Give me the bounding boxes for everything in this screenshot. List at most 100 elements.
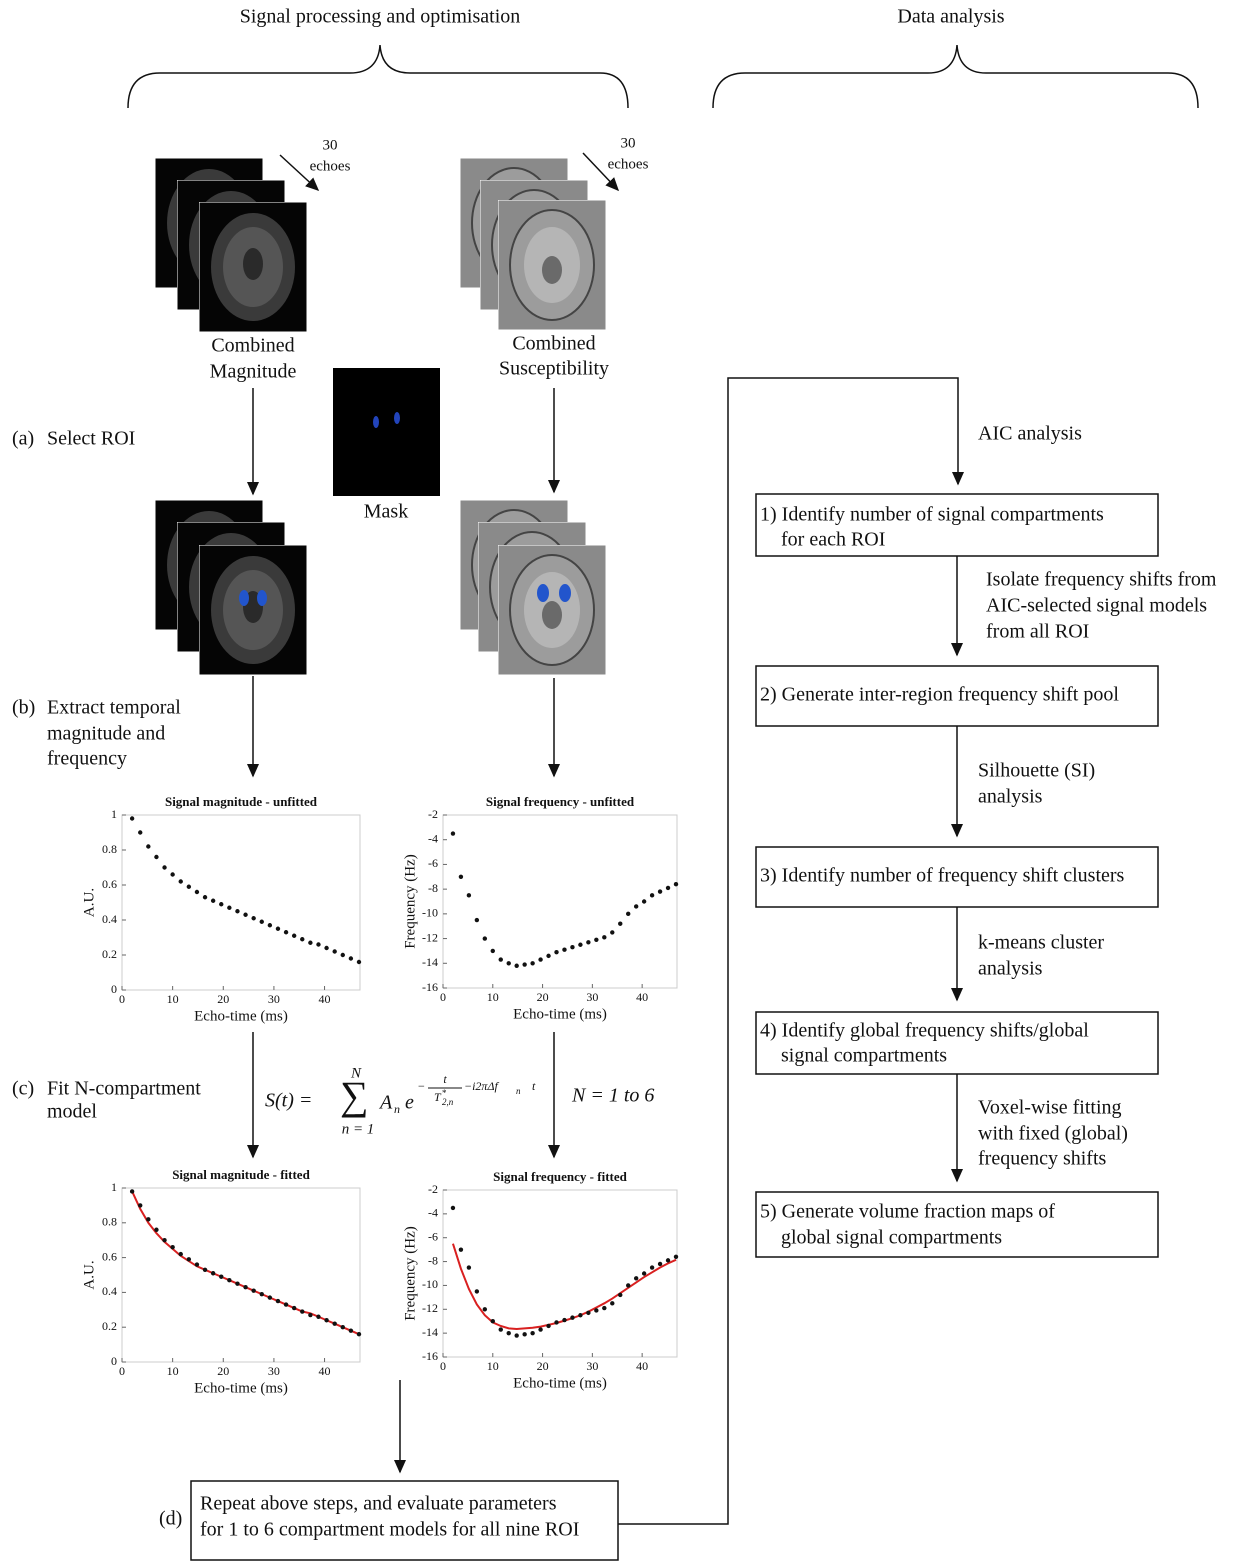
headers: Signal processing and optimisation Data … (128, 6, 1198, 108)
data-point (235, 1282, 239, 1286)
x-tick-label: 40 (319, 992, 331, 1006)
eq-end: t (532, 1079, 536, 1093)
data-point (610, 1301, 614, 1305)
image-label: Combined (512, 333, 595, 355)
x-tick-label: 30 (586, 1359, 598, 1373)
header: Signal processing and optimisation (240, 6, 521, 28)
data-point (195, 890, 199, 894)
eq-den-sub: 2,n (442, 1097, 454, 1107)
y-tick-label: -16 (422, 1349, 438, 1363)
y-tick-label: -12 (422, 930, 438, 944)
data-point (332, 949, 336, 953)
data-point (300, 1309, 304, 1313)
data-point (219, 902, 223, 906)
data-point (138, 830, 142, 834)
y-tick-label: -12 (422, 1301, 438, 1315)
arrow-label: AIC-selected signal models (986, 595, 1207, 617)
data-point (570, 1315, 574, 1319)
arrow-label: from all ROI (986, 621, 1089, 643)
equation: S(t) = ∑ N n = 1 A n e − t T * 2,n −i2πΔ… (265, 1065, 654, 1137)
data-point (268, 923, 272, 927)
data-point (562, 1318, 566, 1322)
data-point (195, 1262, 199, 1266)
data-point (483, 936, 487, 940)
plot-frame (443, 815, 677, 988)
data-point (341, 1325, 345, 1329)
y-tick-label: -14 (422, 1325, 438, 1339)
data-point (475, 918, 479, 922)
data-point (211, 1271, 215, 1275)
y-tick-label: -14 (422, 955, 438, 969)
data-point (626, 912, 630, 916)
arrow-label: k-means cluster (978, 932, 1104, 954)
image-label: Magnitude (210, 361, 297, 383)
data-point (538, 1327, 542, 1331)
data-point (483, 1307, 487, 1311)
step-letter: (b) (12, 697, 35, 719)
data-point (284, 930, 288, 934)
plot: Signal frequency - unfitted Echo-time (ms… (402, 794, 678, 1022)
image-label: Susceptibility (499, 358, 609, 380)
y-tick-label: 0.8 (102, 1215, 117, 1229)
y-tick-label: -4 (428, 1206, 438, 1220)
data-point (650, 1265, 654, 1269)
box-text: signal compartments (781, 1045, 947, 1067)
data-point (251, 916, 255, 920)
y-tick-label: -2 (428, 1182, 438, 1196)
data-point (499, 957, 503, 961)
data-point (459, 1247, 463, 1251)
x-tick-label: 40 (636, 990, 648, 1004)
box-text: 5) Generate volume fraction maps of (760, 1201, 1055, 1223)
data-point (475, 1289, 479, 1293)
eq-sign: − (418, 1079, 425, 1093)
plot-title: Signal magnitude - unfitted (165, 794, 318, 809)
data-point (138, 1203, 142, 1207)
step-letter: (a) (12, 428, 34, 450)
echo-label: echoes (310, 158, 351, 174)
data-point (514, 1333, 518, 1337)
y-tick-label: 0.2 (102, 1319, 117, 1333)
data-point (146, 844, 150, 848)
image-label: Combined (211, 335, 294, 357)
x-axis-label: Echo-time (ms) (513, 1006, 607, 1022)
y-tick-label: 0.4 (102, 912, 117, 926)
data-point (467, 1265, 471, 1269)
data-point (316, 942, 320, 946)
data-point (554, 950, 558, 954)
data-point (586, 940, 590, 944)
eq-lower: n = 1 (342, 1121, 375, 1137)
data-point (634, 1276, 638, 1280)
eq-lhs: S(t) = (265, 1090, 312, 1112)
x-axis-label: Echo-time (ms) (194, 1380, 288, 1396)
step-letter: (d) (159, 1508, 182, 1530)
data-point (276, 1299, 280, 1303)
data-point (162, 1238, 166, 1242)
data-point (170, 1245, 174, 1249)
x-tick-label: 30 (586, 990, 598, 1004)
plot-title: Signal frequency - unfitted (486, 794, 635, 809)
data-point (491, 1319, 495, 1323)
figure: Signal processing and optimisation Data … (0, 0, 1248, 1562)
data-point (610, 930, 614, 934)
data-point (507, 961, 511, 965)
eq-rest: −i2πΔf (464, 1079, 499, 1093)
x-axis-label: Echo-time (ms) (194, 1008, 288, 1024)
x-tick-label: 10 (167, 1364, 179, 1378)
x-tick-label: 10 (487, 1359, 499, 1373)
fit-line (132, 1191, 359, 1334)
data-point (260, 1292, 264, 1296)
data-point (626, 1283, 630, 1287)
data-point (308, 941, 312, 945)
arrow-label: frequency shifts (978, 1148, 1107, 1170)
data-point (130, 1189, 134, 1193)
data-point (491, 949, 495, 953)
data-point (300, 937, 304, 941)
data-point (674, 1255, 678, 1259)
data-point (227, 1278, 231, 1282)
data-point (618, 922, 622, 926)
data-point (187, 1257, 191, 1261)
brace (128, 45, 628, 108)
box-text: 3) Identify number of frequency shift cl… (760, 865, 1125, 887)
step-text: Select ROI (47, 428, 135, 450)
data-point (357, 1332, 361, 1336)
